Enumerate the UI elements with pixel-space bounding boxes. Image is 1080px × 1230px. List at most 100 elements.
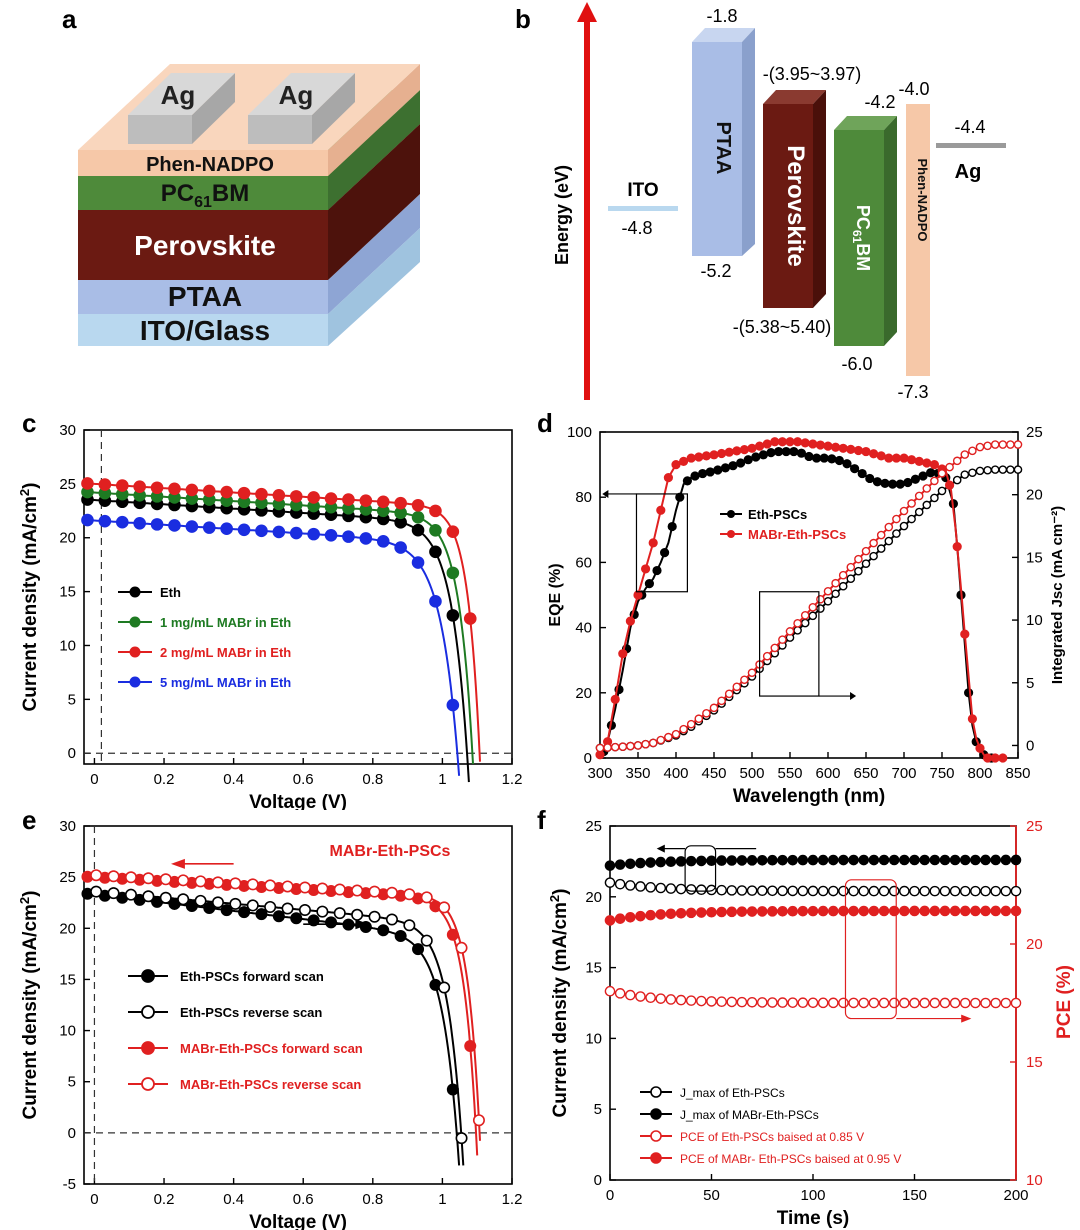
panel-label-d: d xyxy=(537,408,553,438)
data-point xyxy=(736,906,748,917)
jsc-point xyxy=(975,466,985,476)
jsc-point xyxy=(648,738,658,748)
legend-label: MABr-Eth-PSCs forward scan xyxy=(180,1041,363,1056)
data-point xyxy=(359,532,373,545)
data-point xyxy=(736,885,748,896)
jsc-point xyxy=(983,441,992,451)
jsc-point xyxy=(626,741,635,751)
data-point xyxy=(194,875,207,888)
energy-arrow-shaft xyxy=(584,20,590,400)
data-point xyxy=(625,911,636,923)
legend-label: J_max of MABr-Eth-PSCs xyxy=(680,1108,819,1122)
y-tick-label: 40 xyxy=(575,620,592,637)
data-point xyxy=(229,897,242,910)
jsc-point xyxy=(930,476,939,486)
legend-label: Eth-PSCs xyxy=(748,507,807,522)
legend-marker xyxy=(129,586,141,598)
data-point xyxy=(403,888,416,901)
data-point xyxy=(756,854,768,866)
data-point xyxy=(604,985,616,997)
x-tick-label: 0 xyxy=(90,771,98,788)
data-point xyxy=(706,884,717,896)
data-point xyxy=(919,854,930,866)
jsc-point xyxy=(816,594,825,604)
y-tick-label: 5 xyxy=(68,1074,76,1091)
panel-label-f: f xyxy=(537,805,546,835)
eqe-point xyxy=(812,453,822,463)
x-tick-label: 650 xyxy=(853,765,878,782)
eqe-point xyxy=(728,461,738,471)
pcbm-top-value: -4.2 xyxy=(864,92,895,112)
data-point xyxy=(604,915,616,926)
eqe-point xyxy=(709,450,719,460)
eqe-point xyxy=(755,441,765,451)
legend-marker xyxy=(650,1108,662,1120)
eqe-point xyxy=(785,437,795,447)
jsc-point xyxy=(831,578,840,588)
legend-marker xyxy=(141,969,155,983)
y-tick-label: 15 xyxy=(585,960,602,977)
data-point xyxy=(264,900,277,913)
legend-label: 1 mg/mL MABr in Eth xyxy=(160,615,291,630)
data-point xyxy=(675,907,687,919)
data-point xyxy=(675,856,687,867)
data-point xyxy=(929,997,941,1009)
ito-layer-side xyxy=(328,228,420,346)
data-point xyxy=(645,882,656,893)
eqe-point xyxy=(682,476,692,486)
legend-marker xyxy=(129,646,141,658)
data-point xyxy=(858,885,870,897)
ptaa-top xyxy=(692,28,755,42)
eqe-point xyxy=(834,455,845,466)
perovskite-layer-side xyxy=(328,124,420,280)
annotation-box-red xyxy=(844,879,897,1020)
x-tick-label: 550 xyxy=(777,765,802,782)
data-point xyxy=(411,498,425,512)
data-point xyxy=(142,872,155,885)
data-point xyxy=(107,887,120,900)
data-point xyxy=(342,493,355,506)
legend-label: J_max of Eth-PSCs xyxy=(680,1086,785,1100)
jsc-point xyxy=(990,465,1000,474)
data-point xyxy=(333,907,346,920)
data-point xyxy=(655,993,667,1004)
data-point xyxy=(888,854,900,866)
data-point xyxy=(980,854,991,866)
data-point xyxy=(878,885,890,897)
data-point xyxy=(202,521,216,534)
legend-marker xyxy=(727,530,735,538)
data-point xyxy=(878,905,890,917)
x-tick-label: 0.8 xyxy=(362,1191,383,1208)
data-point xyxy=(368,910,381,923)
jsc-point xyxy=(998,465,1008,474)
data-point xyxy=(868,854,880,866)
eqe-point xyxy=(842,459,852,469)
data-point xyxy=(827,997,839,1009)
y2-axis-label: PCE (%) xyxy=(1054,965,1075,1039)
data-point xyxy=(919,905,930,917)
pcbm-name: PC61BM xyxy=(850,205,873,271)
jsc-point xyxy=(846,574,856,583)
data-point xyxy=(807,997,819,1009)
jsc-line-1 xyxy=(599,443,1018,749)
jsc-point xyxy=(823,586,833,596)
x-tick-label: 350 xyxy=(625,765,650,782)
legend-marker xyxy=(650,1152,662,1164)
y2-tick-label: 20 xyxy=(1026,487,1043,504)
data-point xyxy=(272,910,285,923)
y-tick-label: 10 xyxy=(585,1030,602,1047)
data-point xyxy=(377,924,390,937)
y-axis-label: EQE (%) xyxy=(547,563,564,626)
panel-label-c: c xyxy=(22,408,37,438)
eqe-point xyxy=(762,439,772,449)
data-point xyxy=(970,854,981,866)
eqe-point xyxy=(796,448,807,458)
energy-arrow-head xyxy=(577,2,597,22)
data-point xyxy=(909,885,920,897)
data-point xyxy=(716,855,727,866)
jsc-point xyxy=(641,739,650,749)
ptaa-layer-front xyxy=(78,280,328,314)
data-point xyxy=(412,943,425,956)
data-point xyxy=(939,885,951,897)
data-point xyxy=(817,885,829,897)
